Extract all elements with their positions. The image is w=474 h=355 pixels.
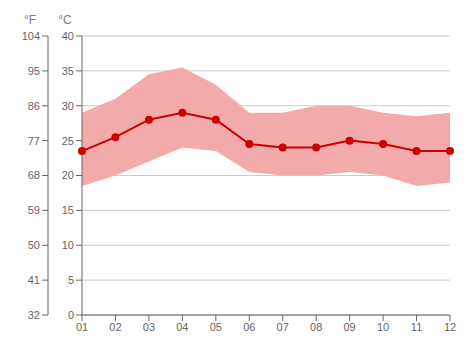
svg-text:40: 40: [62, 30, 74, 42]
svg-text:04: 04: [176, 321, 188, 333]
svg-text:03: 03: [143, 321, 155, 333]
svg-text:20: 20: [62, 169, 74, 181]
svg-text:25: 25: [62, 135, 74, 147]
svg-text:50: 50: [28, 239, 40, 251]
svg-text:12: 12: [444, 321, 456, 333]
svg-text:86: 86: [28, 100, 40, 112]
svg-text:08: 08: [310, 321, 322, 333]
svg-text:10: 10: [377, 321, 389, 333]
svg-text:5: 5: [68, 274, 74, 286]
svg-text:02: 02: [109, 321, 121, 333]
svg-text:68: 68: [28, 169, 40, 181]
svg-text:15: 15: [62, 204, 74, 216]
svg-text:41: 41: [28, 274, 40, 286]
svg-text:59: 59: [28, 204, 40, 216]
svg-text:0: 0: [68, 309, 74, 321]
svg-text:°F: °F: [24, 13, 36, 27]
svg-text:104: 104: [22, 30, 40, 42]
svg-text:11: 11: [411, 321, 422, 333]
svg-text:95: 95: [28, 65, 40, 77]
svg-text:°C: °C: [58, 13, 72, 27]
svg-text:10: 10: [62, 239, 74, 251]
svg-text:06: 06: [243, 321, 255, 333]
svg-text:09: 09: [344, 321, 356, 333]
svg-text:77: 77: [28, 135, 40, 147]
svg-text:05: 05: [210, 321, 222, 333]
svg-text:01: 01: [76, 321, 88, 333]
svg-text:32: 32: [28, 309, 40, 321]
svg-text:07: 07: [277, 321, 289, 333]
svg-text:30: 30: [62, 100, 74, 112]
svg-text:35: 35: [62, 65, 74, 77]
